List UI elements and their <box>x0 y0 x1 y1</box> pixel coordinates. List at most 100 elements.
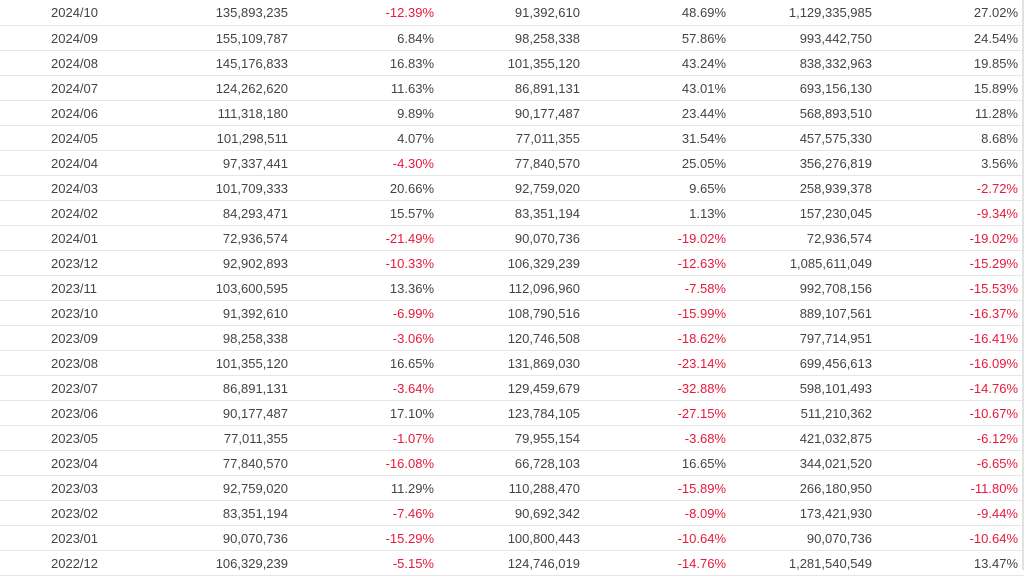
cumulative-revenue-cell: 1,281,540,549 <box>732 550 878 576</box>
mom-change-cell: 13.36% <box>294 275 440 301</box>
prior-year-revenue-cell: 100,800,443 <box>440 525 586 551</box>
prior-year-revenue-cell: 90,070,736 <box>440 225 586 251</box>
cumulative-revenue-cell: 889,107,561 <box>732 300 878 326</box>
mom-change-cell: 20.66% <box>294 175 440 201</box>
cumulative-revenue-cell: 266,180,950 <box>732 475 878 501</box>
revenue-cell: 86,891,131 <box>150 375 294 401</box>
prior-year-revenue-cell: 110,288,470 <box>440 475 586 501</box>
yoy-change-cell: -32.88% <box>586 375 732 401</box>
month-cell: 2024/10 <box>0 0 150 26</box>
prior-year-revenue-cell: 66,728,103 <box>440 450 586 476</box>
month-cell: 2023/12 <box>0 250 150 276</box>
month-cell: 2024/04 <box>0 150 150 176</box>
month-cell: 2023/09 <box>0 325 150 351</box>
cumulative-yoy-change-cell: -2.72% <box>878 175 1024 201</box>
table-row: 2023/04 77,840,570 -16.08% 66,728,103 16.65%… <box>0 450 1024 476</box>
cumulative-yoy-change-cell: 19.85% <box>878 50 1024 76</box>
yoy-change-cell: -12.63% <box>586 250 732 276</box>
revenue-cell: 106,329,239 <box>150 550 294 576</box>
table-row: 2024/04 97,337,441 -4.30% 77,840,570 25.05% 3… <box>0 150 1024 176</box>
prior-year-revenue-cell: 90,692,342 <box>440 500 586 526</box>
revenue-cell: 124,262,620 <box>150 75 294 101</box>
month-cell: 2024/03 <box>0 175 150 201</box>
cumulative-yoy-change-cell: -10.67% <box>878 400 1024 426</box>
table-row: 2024/06 111,318,180 9.89% 90,177,487 23.44% 5… <box>0 100 1024 126</box>
cumulative-revenue-cell: 511,210,362 <box>732 400 878 426</box>
cumulative-revenue-cell: 568,893,510 <box>732 100 878 126</box>
cumulative-revenue-cell: 993,442,750 <box>732 25 878 51</box>
table-row: 2024/01 72,936,574 -21.49% 90,070,736 -19.02… <box>0 225 1024 251</box>
table-row: 2023/01 90,070,736 -15.29% 100,800,443 -10.6… <box>0 525 1024 551</box>
yoy-change-cell: 16.65% <box>586 450 732 476</box>
revenue-cell: 111,318,180 <box>150 100 294 126</box>
mom-change-cell: 15.57% <box>294 200 440 226</box>
revenue-cell: 155,109,787 <box>150 25 294 51</box>
table-row: 2024/02 84,293,471 15.57% 83,351,194 1.13% 15… <box>0 200 1024 226</box>
month-cell: 2023/05 <box>0 425 150 451</box>
prior-year-revenue-cell: 83,351,194 <box>440 200 586 226</box>
cumulative-yoy-change-cell: -15.29% <box>878 250 1024 276</box>
prior-year-revenue-cell: 120,746,508 <box>440 325 586 351</box>
revenue-cell: 77,011,355 <box>150 425 294 451</box>
yoy-change-cell: 57.86% <box>586 25 732 51</box>
scrollbar-edge <box>1022 0 1024 570</box>
revenue-cell: 97,337,441 <box>150 150 294 176</box>
revenue-cell: 103,600,595 <box>150 275 294 301</box>
cumulative-revenue-cell: 258,939,378 <box>732 175 878 201</box>
month-cell: 2023/03 <box>0 475 150 501</box>
month-cell: 2023/01 <box>0 525 150 551</box>
prior-year-revenue-cell: 86,891,131 <box>440 75 586 101</box>
prior-year-revenue-cell: 98,258,338 <box>440 25 586 51</box>
mom-change-cell: -5.15% <box>294 550 440 576</box>
cumulative-yoy-change-cell: 3.56% <box>878 150 1024 176</box>
cumulative-revenue-cell: 457,575,330 <box>732 125 878 151</box>
mom-change-cell: -15.29% <box>294 525 440 551</box>
revenue-cell: 83,351,194 <box>150 500 294 526</box>
cumulative-revenue-cell: 90,070,736 <box>732 525 878 551</box>
mom-change-cell: -10.33% <box>294 250 440 276</box>
cumulative-yoy-change-cell: -16.37% <box>878 300 1024 326</box>
cumulative-revenue-cell: 157,230,045 <box>732 200 878 226</box>
yoy-change-cell: 9.65% <box>586 175 732 201</box>
cumulative-revenue-cell: 344,021,520 <box>732 450 878 476</box>
prior-year-revenue-cell: 101,355,120 <box>440 50 586 76</box>
cumulative-yoy-change-cell: -6.65% <box>878 450 1024 476</box>
cumulative-yoy-change-cell: -15.53% <box>878 275 1024 301</box>
table-row: 2024/07 124,262,620 11.63% 86,891,131 43.01%… <box>0 75 1024 101</box>
table-row: 2023/06 90,177,487 17.10% 123,784,105 -27.15… <box>0 400 1024 426</box>
mom-change-cell: 17.10% <box>294 400 440 426</box>
prior-year-revenue-cell: 129,459,679 <box>440 375 586 401</box>
table-row: 2023/09 98,258,338 -3.06% 120,746,508 -18.62… <box>0 325 1024 351</box>
cumulative-revenue-cell: 72,936,574 <box>732 225 878 251</box>
cumulative-yoy-change-cell: -6.12% <box>878 425 1024 451</box>
cumulative-yoy-change-cell: -14.76% <box>878 375 1024 401</box>
month-cell: 2024/09 <box>0 25 150 51</box>
month-cell: 2024/05 <box>0 125 150 151</box>
mom-change-cell: -4.30% <box>294 150 440 176</box>
cumulative-revenue-cell: 1,085,611,049 <box>732 250 878 276</box>
revenue-cell: 72,936,574 <box>150 225 294 251</box>
mom-change-cell: -3.64% <box>294 375 440 401</box>
cumulative-yoy-change-cell: -19.02% <box>878 225 1024 251</box>
cumulative-yoy-change-cell: -11.80% <box>878 475 1024 501</box>
prior-year-revenue-cell: 77,011,355 <box>440 125 586 151</box>
month-cell: 2022/12 <box>0 550 150 576</box>
yoy-change-cell: -18.62% <box>586 325 732 351</box>
cumulative-revenue-cell: 1,129,335,985 <box>732 0 878 26</box>
cumulative-yoy-change-cell: 11.28% <box>878 100 1024 126</box>
table-row: 2023/08 101,355,120 16.65% 131,869,030 -23.1… <box>0 350 1024 376</box>
cumulative-yoy-change-cell: -16.09% <box>878 350 1024 376</box>
revenue-cell: 92,759,020 <box>150 475 294 501</box>
yoy-change-cell: 1.13% <box>586 200 732 226</box>
cumulative-revenue-cell: 173,421,930 <box>732 500 878 526</box>
yoy-change-cell: 31.54% <box>586 125 732 151</box>
table-row: 2023/05 77,011,355 -1.07% 79,955,154 -3.68% 4… <box>0 425 1024 451</box>
yoy-change-cell: 43.24% <box>586 50 732 76</box>
prior-year-revenue-cell: 124,746,019 <box>440 550 586 576</box>
table-row: 2023/10 91,392,610 -6.99% 108,790,516 -15.99… <box>0 300 1024 326</box>
cumulative-yoy-change-cell: 27.02% <box>878 0 1024 26</box>
mom-change-cell: 9.89% <box>294 100 440 126</box>
revenue-cell: 98,258,338 <box>150 325 294 351</box>
month-cell: 2023/02 <box>0 500 150 526</box>
revenue-cell: 90,070,736 <box>150 525 294 551</box>
